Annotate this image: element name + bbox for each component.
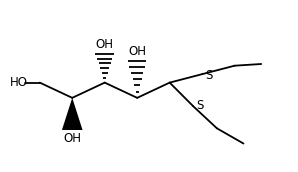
Text: S: S [196, 99, 204, 112]
Polygon shape [62, 98, 83, 130]
Text: S: S [205, 68, 212, 82]
Text: OH: OH [63, 132, 81, 145]
Text: OH: OH [128, 45, 146, 58]
Text: OH: OH [96, 38, 114, 51]
Text: HO: HO [10, 76, 28, 89]
